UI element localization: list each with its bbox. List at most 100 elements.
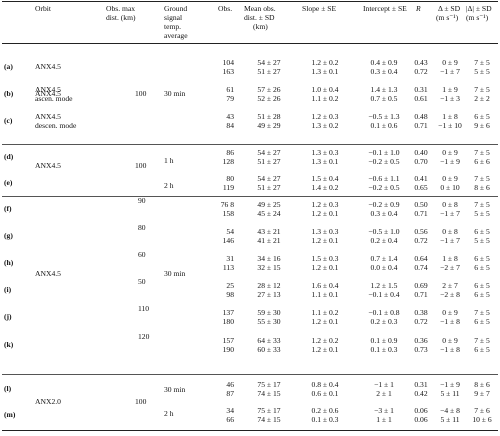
obs-max-dist: 120 (138, 332, 150, 341)
cell-r: 0.73 (414, 345, 428, 354)
orbit-anx20: ANX2.0 (35, 397, 61, 406)
cell-delta: 0 ± 10 (440, 183, 460, 192)
cell-delta: −4 ± 8 (440, 406, 460, 415)
cell-intercept: −0.1 ± 0.8 (368, 308, 400, 317)
cell-delta: −1 ± 7 (440, 209, 460, 218)
header-intercept: Intercept ± SE (363, 4, 407, 13)
cell-mean-dist: 75 ± 17 (257, 380, 281, 389)
cell-intercept: 0.1 ± 0.3 (370, 345, 398, 354)
cell-r: 0.71 (414, 121, 428, 130)
cell-delta: −2 ± 7 (440, 263, 460, 272)
cell-mean-dist: 55 ± 30 (257, 317, 281, 326)
cell-obs: 163 (222, 67, 234, 76)
cell-slope: 1.3 ± 0.3 (311, 227, 339, 236)
header-obs-max-1: Obs. max (106, 4, 136, 13)
cell-abs-delta: 8 ± 6 (474, 183, 490, 192)
cell-intercept: −0.6 ± 1.1 (368, 174, 400, 183)
cell-intercept: −3 ± 1 (374, 406, 394, 415)
cell-slope: 1.4 ± 0.2 (311, 183, 339, 192)
obs-max-dist: 50 (138, 277, 146, 286)
cell-obs: 180 (222, 317, 234, 326)
cell-obs: 61 (226, 85, 234, 94)
cell-delta: 0 ± 9 (442, 58, 458, 67)
cell-delta: 0 ± 9 (442, 174, 458, 183)
header-delta-2: (m s⁻¹) (436, 13, 459, 22)
cell-mean-dist: 49 ± 25 (257, 200, 281, 209)
section-rule-1 (2, 144, 498, 145)
row-label: (k) (4, 340, 14, 349)
time-30min-l: 30 min (164, 385, 186, 394)
cell-mean-dist: 54 ± 27 (257, 148, 281, 157)
cell-r: 0.40 (414, 148, 428, 157)
cell-slope: 1.2 ± 0.1 (311, 263, 339, 272)
cell-mean-dist: 54 ± 27 (257, 58, 281, 67)
cell-abs-delta: 7 ± 5 (474, 148, 490, 157)
cell-slope: 1.3 ± 0.1 (311, 157, 339, 166)
dist-100-abc: 100 (135, 89, 147, 98)
cell-slope: 1.2 ± 0.1 (311, 317, 339, 326)
cell-obs: 66 (226, 415, 234, 424)
cell-delta: 0 ± 8 (442, 200, 458, 209)
row-label: (b) (4, 89, 14, 98)
cell-mean-dist: 41 ± 21 (257, 236, 281, 245)
cell-intercept: 0.7 ± 1.4 (370, 254, 398, 263)
cell-mean-dist: 51 ± 27 (257, 67, 281, 76)
cell-intercept: 0.2 ± 0.4 (370, 236, 398, 245)
cell-r: 0.50 (414, 200, 428, 209)
cell-abs-delta: 7 ± 5 (474, 174, 490, 183)
cell-mean-dist: 27 ± 13 (257, 290, 281, 299)
cell-delta: −1 ± 10 (438, 121, 462, 130)
cell-obs: 119 (222, 183, 234, 192)
orbit-anx45-de: ANX4.5 (35, 89, 61, 98)
cell-abs-delta: 10 ± 6 (472, 415, 492, 424)
cell-abs-delta: 9 ± 7 (474, 389, 490, 398)
row-label: (c) (4, 116, 13, 125)
cell-intercept: 0.0 ± 0.4 (370, 263, 398, 272)
cell-intercept: 0.7 ± 0.5 (370, 94, 398, 103)
header-absdelta-1: |Δ| ± SD (466, 4, 492, 13)
cell-slope: 1.2 ± 0.1 (311, 345, 339, 354)
cell-obs: 158 (222, 209, 234, 218)
cell-slope: 1.2 ± 0.2 (311, 336, 339, 345)
cell-delta: −1 ± 8 (440, 345, 460, 354)
cell-intercept: 0.1 ± 0.6 (370, 121, 398, 130)
cell-r: 0.71 (414, 290, 428, 299)
obs-max-dist: 110 (138, 304, 150, 313)
cell-r: 0.48 (414, 112, 428, 121)
cell-slope: 0.2 ± 0.6 (311, 406, 339, 415)
header-ground-3: temp. (164, 22, 182, 31)
cell-abs-delta: 7 ± 5 (474, 200, 490, 209)
cell-abs-delta: 5 ± 5 (474, 209, 490, 218)
section-rule-3 (2, 374, 498, 375)
orbit-name: descen. mode (35, 121, 77, 130)
cell-abs-delta: 6 ± 5 (474, 227, 490, 236)
header-delta-1: Δ ± SD (438, 4, 461, 13)
obs-max-dist: 60 (138, 250, 146, 259)
cell-abs-delta: 6 ± 5 (474, 263, 490, 272)
cell-abs-delta: 6 ± 5 (474, 281, 490, 290)
header-r: R (416, 4, 421, 13)
cell-slope: 1.2 ± 0.1 (311, 236, 339, 245)
cell-delta: 0 ± 9 (442, 308, 458, 317)
cell-slope: 1.5 ± 0.3 (311, 254, 339, 263)
cell-r: 0.31 (414, 380, 428, 389)
header-obs: Obs. (218, 4, 233, 13)
cell-slope: 0.1 ± 0.3 (311, 415, 339, 424)
row-label: (m) (4, 410, 16, 419)
time-1h: 1 h (164, 156, 174, 165)
cell-obs: 46 (226, 380, 234, 389)
orbit-name: ascen. mode (35, 94, 73, 103)
cell-intercept: 0.1 ± 0.9 (370, 336, 398, 345)
header-mean-2: dist. ± SD (244, 13, 275, 22)
cell-mean-dist: 74 ± 15 (257, 389, 281, 398)
cell-slope: 1.3 ± 0.2 (311, 121, 339, 130)
row-label: (a) (4, 62, 13, 71)
cell-mean-dist: 51 ± 28 (257, 112, 281, 121)
cell-mean-dist: 59 ± 30 (257, 308, 281, 317)
cell-slope: 1.5 ± 0.4 (311, 174, 339, 183)
cell-mean-dist: 74 ± 15 (257, 415, 281, 424)
cell-abs-delta: 6 ± 5 (474, 112, 490, 121)
cell-abs-delta: 7 ± 5 (474, 336, 490, 345)
cell-obs: 54 (226, 227, 234, 236)
cell-r: 0.74 (414, 263, 428, 272)
